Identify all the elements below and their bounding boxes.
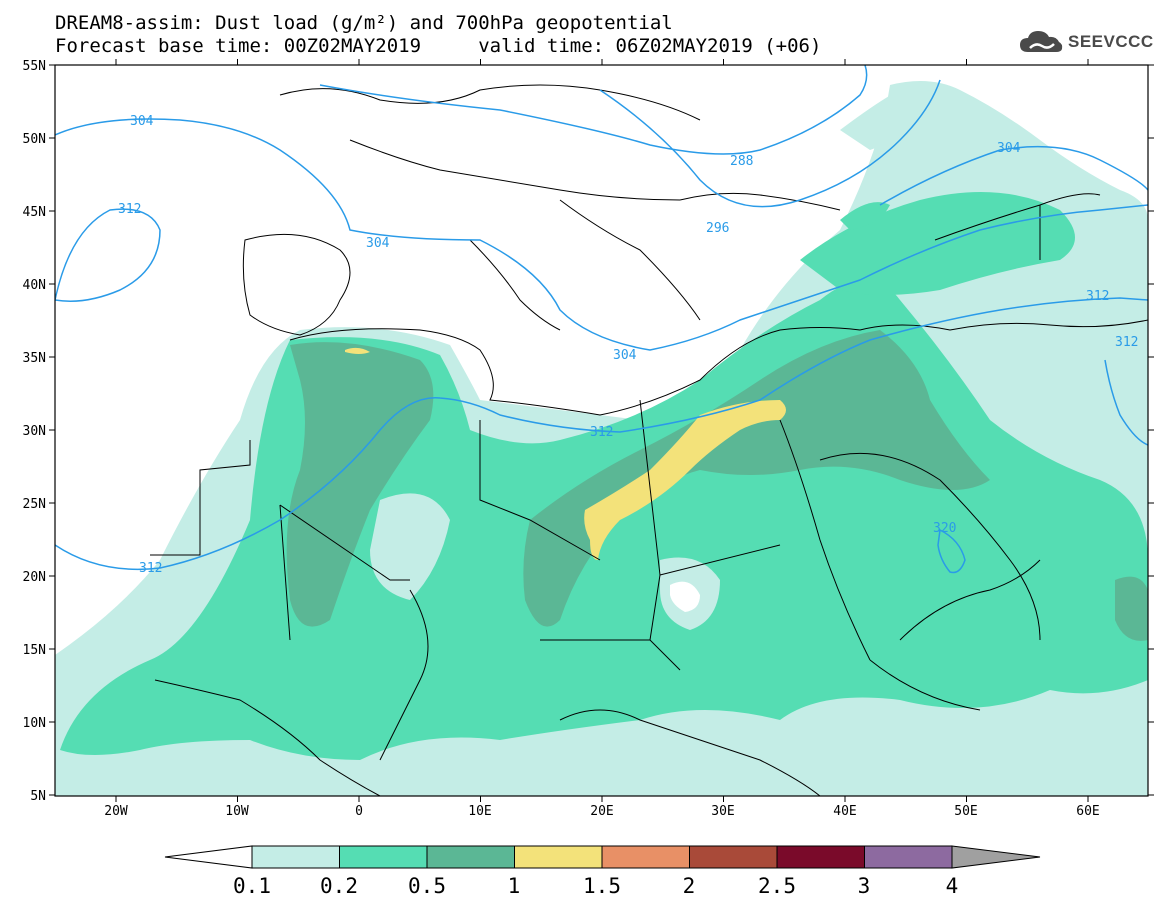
lat-label: 45N — [23, 205, 46, 220]
colorbar-label: 1 — [508, 874, 521, 898]
lon-label: 10W — [225, 804, 249, 819]
lon-label: 10E — [468, 804, 491, 819]
lat-label: 15N — [23, 643, 46, 658]
colorbar-segment — [776, 845, 865, 869]
contour-label: 304 — [130, 114, 154, 129]
contour-label: 312 — [590, 425, 613, 440]
seevccc-logo: SEEVCCC — [1018, 28, 1154, 56]
colorbar-segment — [251, 845, 340, 869]
forecast-time-subtitle: Forecast base time: 00Z02MAY2019 valid t… — [55, 35, 822, 57]
lon-label: 30E — [711, 804, 734, 819]
cloud-icon — [1020, 31, 1063, 52]
dust-free-patch — [670, 581, 700, 612]
contour-label: 312 — [118, 202, 141, 217]
colorbar-segment — [514, 845, 603, 869]
lon-label: 60E — [1076, 804, 1099, 819]
contour-label: 312 — [1115, 335, 1138, 350]
contour-label: 304 — [997, 141, 1021, 156]
colorbar-label: 1.5 — [583, 874, 621, 898]
colorbar-high-arrow — [951, 845, 1041, 869]
colorbar-segment — [689, 845, 778, 869]
longitude-labels: 20W 10W 0 10E 20E 30E 40E 50E 60E — [104, 804, 1099, 819]
lat-label: 5N — [30, 789, 46, 804]
contour-label: 304 — [613, 348, 637, 363]
lat-label: 30N — [23, 424, 46, 439]
lat-label: 50N — [23, 132, 46, 147]
dust-yellow-area — [345, 347, 786, 560]
lon-label: 20W — [104, 804, 128, 819]
colorbar-tick-labels: 0.1 0.2 0.5 1 1.5 2 2.5 3 4 — [233, 874, 958, 898]
colorbar-label: 4 — [946, 874, 959, 898]
map-panel: 304 288 304 312 304 296 312 304 312 312 … — [55, 65, 1148, 796]
colorbar-label: 0.1 — [233, 874, 271, 898]
colorbar-segment — [601, 845, 690, 869]
colorbar-segment — [339, 845, 428, 869]
lon-label: 20E — [590, 804, 613, 819]
latitude-labels: 55N 50N 45N 40N 35N 30N 25N 20N 15N 10N … — [23, 59, 46, 804]
lat-label: 25N — [23, 497, 46, 512]
lat-label: 20N — [23, 570, 46, 585]
colorbar-label: 2 — [683, 874, 696, 898]
colorbar-label: 3 — [858, 874, 871, 898]
colorbar-label: 0.2 — [320, 874, 358, 898]
colorbar-segment — [864, 845, 953, 869]
contour-label: 312 — [1086, 289, 1109, 304]
contour-label: 320 — [933, 521, 956, 536]
geopotential-contours — [55, 65, 1148, 574]
colorbar-label: 2.5 — [758, 874, 796, 898]
lat-label: 40N — [23, 278, 46, 293]
colorbar-label: 0.5 — [408, 874, 446, 898]
colorbar-segment — [426, 845, 515, 869]
lat-label: 10N — [23, 716, 46, 731]
contour-label: 288 — [730, 154, 753, 169]
lon-label: 40E — [833, 804, 856, 819]
axis-ticks — [49, 59, 1154, 802]
contour-label: 296 — [706, 221, 729, 236]
contour-label: 304 — [366, 236, 390, 251]
colorbar — [164, 845, 1041, 869]
contour-labels: 304 288 304 312 304 296 312 304 312 312 … — [118, 114, 1138, 576]
lat-label: 35N — [23, 351, 46, 366]
country-borders — [150, 84, 1148, 796]
lon-label: 0 — [355, 804, 363, 819]
chart-title: DREAM8-assim: Dust load (g/m²) and 700hP… — [55, 12, 673, 34]
lat-label: 55N — [23, 59, 46, 74]
colorbar-low-arrow — [164, 845, 253, 869]
contour-label: 312 — [139, 561, 162, 576]
logo-text: SEEVCCC — [1068, 32, 1154, 51]
lon-label: 50E — [954, 804, 977, 819]
